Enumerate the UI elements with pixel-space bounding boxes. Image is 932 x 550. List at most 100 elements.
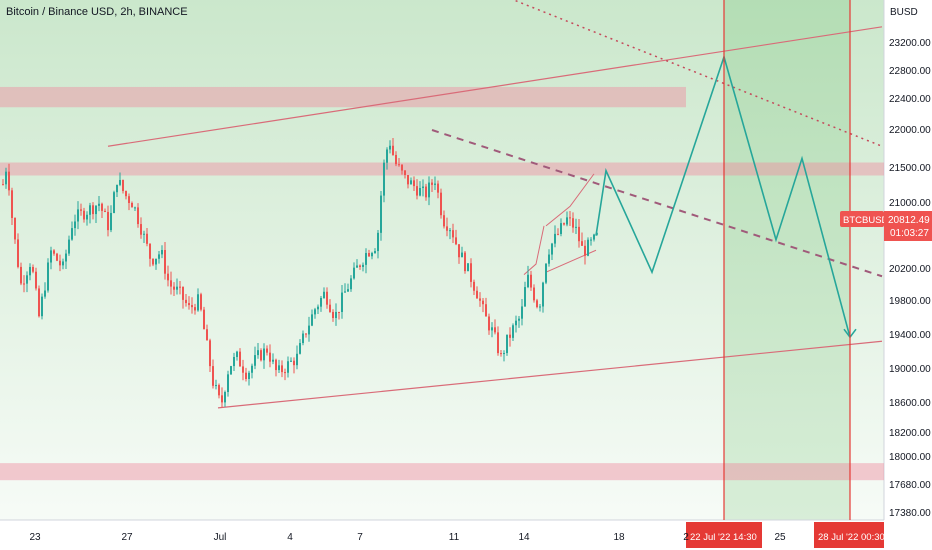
- candle-body: [479, 298, 481, 301]
- candle-body: [554, 233, 556, 244]
- candle-body: [233, 357, 235, 367]
- candle-body: [557, 233, 559, 235]
- candle-body: [83, 210, 85, 220]
- time-tick-label: Jul: [214, 532, 227, 543]
- candle-body: [380, 195, 382, 233]
- candle-body: [116, 184, 118, 193]
- candle-body: [431, 182, 433, 185]
- candle-body: [107, 211, 109, 231]
- candle-body: [416, 186, 418, 196]
- price-tick-label: 22000.00: [889, 125, 931, 136]
- candle-body: [320, 297, 322, 307]
- candle-body: [593, 234, 595, 240]
- candle-body: [17, 239, 19, 267]
- time-tick-label: 2: [683, 532, 689, 543]
- candle-body: [425, 186, 427, 198]
- candle-body: [2, 184, 4, 186]
- candle-body: [101, 203, 103, 211]
- candle-body: [419, 188, 421, 196]
- candle-body: [398, 164, 400, 166]
- candle-body: [200, 294, 202, 310]
- candle-body: [212, 366, 214, 386]
- candle-body: [311, 314, 313, 326]
- price-tick-label: 19000.00: [889, 364, 931, 375]
- candle-body: [191, 305, 193, 308]
- candle-body: [53, 250, 55, 254]
- candle-body: [530, 274, 532, 288]
- candle-body: [86, 214, 88, 220]
- candle-body: [524, 287, 526, 307]
- candle-body: [464, 252, 466, 272]
- candle-body: [257, 350, 259, 356]
- candle-body: [443, 215, 445, 227]
- candle-body: [434, 183, 436, 185]
- candle-body: [194, 307, 196, 311]
- candle-body: [575, 226, 577, 228]
- candle-body: [80, 209, 82, 211]
- candle-body: [440, 192, 442, 216]
- candle-body: [89, 205, 91, 215]
- candle-body: [29, 266, 31, 276]
- candle-body: [188, 303, 190, 306]
- candle-body: [185, 299, 187, 304]
- candle-body: [293, 360, 295, 366]
- candle-body: [521, 306, 523, 319]
- candle-body: [413, 180, 415, 187]
- candle-body: [260, 350, 262, 361]
- candle-body: [152, 258, 154, 265]
- candle-body: [146, 233, 148, 244]
- candle-body: [197, 294, 199, 311]
- candle-body: [50, 250, 52, 263]
- candle-body: [158, 254, 160, 259]
- price-tick-label: 18000.00: [889, 452, 931, 463]
- candle-body: [485, 304, 487, 317]
- candle-body: [41, 296, 43, 317]
- candle-body: [245, 372, 247, 380]
- candle-body: [224, 392, 226, 403]
- price-tick-label: 17680.00: [889, 480, 931, 491]
- candle-body: [65, 253, 67, 262]
- candle-body: [128, 196, 130, 204]
- candle-body: [71, 228, 73, 240]
- candle-body: [332, 311, 334, 319]
- candle-body: [401, 164, 403, 171]
- candle-body: [74, 221, 76, 229]
- candle-body: [452, 230, 454, 238]
- resistance-trend-line: [107, 26, 883, 147]
- candle-body: [338, 311, 340, 313]
- price-tick-label: 22400.00: [889, 94, 931, 105]
- support-trend-line: [217, 340, 883, 409]
- candle-body: [272, 359, 274, 362]
- candle-body: [545, 263, 547, 283]
- candle-body: [362, 264, 364, 267]
- date-marker-box: [814, 522, 884, 548]
- candle-body: [32, 266, 34, 272]
- candle-body: [215, 385, 217, 387]
- candle-body: [23, 283, 25, 285]
- candle-body: [374, 251, 376, 254]
- candle-body: [329, 304, 331, 312]
- candle-body: [125, 191, 127, 197]
- candle-body: [455, 237, 457, 245]
- candle-body: [137, 207, 139, 225]
- candle-body: [287, 361, 289, 373]
- candle-body: [560, 223, 562, 234]
- price-tick-label: 18200.00: [889, 428, 931, 439]
- candle-body: [35, 271, 37, 289]
- time-tick-label: 23: [29, 532, 41, 543]
- candle-body: [290, 360, 292, 362]
- candle-body: [302, 333, 304, 344]
- price-zone: [0, 162, 884, 176]
- candle-body: [59, 260, 61, 266]
- candle-body: [8, 171, 10, 191]
- price-zone: [0, 86, 686, 108]
- candle-body: [578, 226, 580, 242]
- candle-body: [131, 203, 133, 208]
- candle-body: [278, 365, 280, 371]
- candle-body: [428, 182, 430, 198]
- time-tick-label: 18: [613, 532, 625, 543]
- time-axis[interactable]: 23 27 Jul 4 7 11 14 18 2 25: [29, 532, 786, 543]
- candle-body: [242, 366, 244, 373]
